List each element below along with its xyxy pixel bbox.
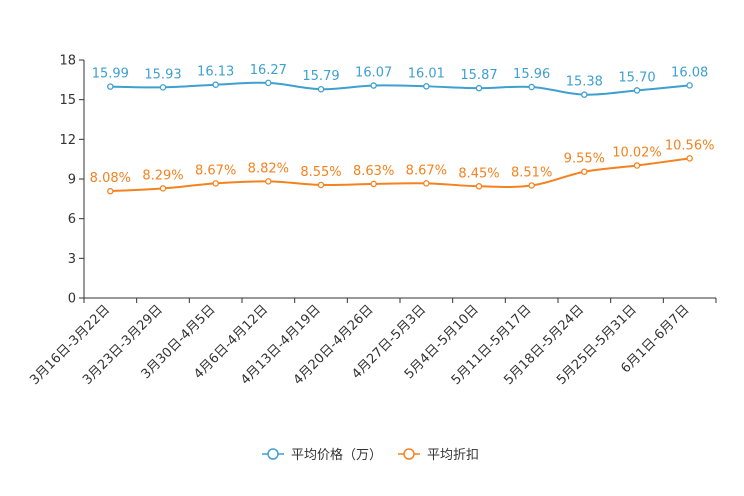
y-tick-label: 3	[68, 252, 76, 267]
data-label: 15.87	[460, 68, 497, 83]
data-point	[265, 79, 272, 87]
data-label: 16.01	[408, 66, 445, 81]
data-point	[212, 81, 219, 88]
legend[interactable]: 平均价格（万） 平均折扣	[262, 447, 479, 463]
data-point	[423, 83, 430, 90]
data-point	[107, 187, 114, 195]
data-label: 16.07	[355, 66, 392, 81]
data-point	[317, 181, 325, 189]
data-point	[370, 180, 377, 188]
data-point	[686, 82, 693, 89]
legend-label: 平均价格（万）	[291, 447, 382, 463]
data-label: 8.51%	[511, 165, 552, 180]
data-label: 8.55%	[300, 165, 341, 180]
legend-label: 平均折扣	[427, 448, 479, 463]
y-tick-label: 12	[59, 133, 76, 148]
y-tick-label: 0	[68, 292, 76, 307]
y-tick-label: 18	[59, 54, 76, 69]
data-label: 16.27	[250, 63, 287, 78]
data-point	[317, 85, 325, 93]
data-labels: 15.99 15.93 16.13 16.27 15.79 16.07 16.01 15.87…	[90, 63, 715, 186]
data-label: 8.63%	[353, 164, 394, 179]
data-point	[581, 168, 588, 175]
data-point	[581, 91, 588, 98]
data-label: 15.93	[144, 67, 181, 82]
data-point	[370, 82, 377, 89]
y-tick-label: 9	[68, 173, 76, 188]
data-label: 15.79	[302, 69, 339, 84]
data-point	[107, 83, 114, 90]
data-label: 8.82%	[248, 161, 289, 176]
y-tick-label: 15	[59, 93, 76, 108]
data-point	[528, 182, 535, 189]
data-label: 9.55%	[564, 152, 605, 167]
data-point	[159, 84, 167, 91]
data-label: 15.96	[513, 67, 550, 82]
axes: 03691215183月16日-3月22日3月23日-3月29日3月30日-4月…	[27, 54, 717, 388]
data-label: 15.38	[566, 75, 603, 90]
data-point	[686, 155, 693, 162]
data-label: 15.70	[618, 70, 655, 85]
data-label: 8.08%	[90, 171, 131, 186]
data-label: 8.67%	[406, 163, 447, 178]
series-layer	[107, 79, 693, 195]
data-point	[265, 178, 272, 185]
data-point	[633, 87, 641, 94]
data-point	[475, 183, 483, 190]
data-label: 16.13	[197, 65, 234, 80]
y-tick-label: 6	[68, 212, 76, 227]
data-point	[423, 180, 430, 187]
legend-marker-icon	[403, 448, 415, 460]
series-line-2	[110, 157, 690, 193]
data-label: 10.56%	[665, 138, 715, 153]
data-label: 16.08	[671, 65, 708, 80]
data-point	[475, 84, 483, 92]
series-line-1	[110, 81, 690, 96]
data-point	[633, 162, 641, 169]
data-label: 10.02%	[612, 146, 662, 161]
data-label: 15.99	[92, 67, 129, 82]
legend-item-1[interactable]: 平均价格（万）	[262, 447, 382, 463]
legend-marker-icon	[267, 448, 279, 460]
data-point	[528, 83, 535, 91]
data-point	[159, 185, 167, 192]
legend-item-2[interactable]: 平均折扣	[398, 448, 479, 463]
data-point	[212, 180, 219, 187]
data-label: 8.45%	[458, 166, 499, 181]
data-label: 8.29%	[142, 168, 183, 183]
data-label: 8.67%	[195, 163, 236, 178]
